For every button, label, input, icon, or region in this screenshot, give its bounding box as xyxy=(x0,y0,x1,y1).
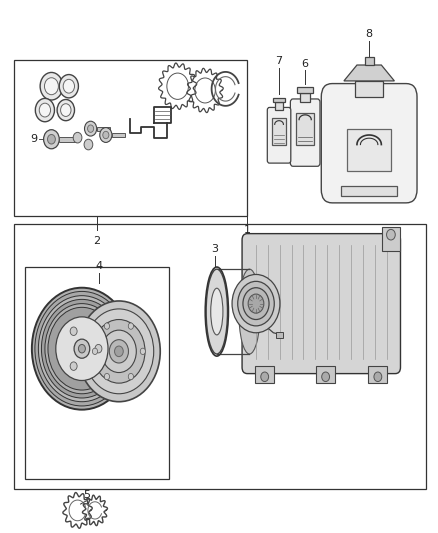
Bar xyxy=(14,60,247,216)
Bar xyxy=(59,136,76,142)
Circle shape xyxy=(110,340,128,363)
Bar xyxy=(14,224,426,489)
Circle shape xyxy=(42,300,122,398)
Text: 2: 2 xyxy=(94,236,101,246)
Bar xyxy=(355,81,383,97)
Circle shape xyxy=(70,362,77,370)
Circle shape xyxy=(93,319,145,383)
Circle shape xyxy=(140,348,145,354)
Text: 6: 6 xyxy=(302,59,309,69)
Bar xyxy=(297,87,313,93)
Bar xyxy=(272,118,286,144)
Text: 4: 4 xyxy=(96,261,103,271)
Circle shape xyxy=(59,75,78,98)
FancyBboxPatch shape xyxy=(290,99,320,166)
Polygon shape xyxy=(344,65,394,81)
Circle shape xyxy=(70,327,77,335)
Bar xyxy=(97,126,110,131)
Text: 5: 5 xyxy=(83,490,90,500)
Circle shape xyxy=(128,374,134,380)
Text: 1: 1 xyxy=(244,225,251,235)
Circle shape xyxy=(102,330,136,373)
Circle shape xyxy=(60,104,71,116)
Bar xyxy=(276,332,283,338)
Circle shape xyxy=(47,134,55,144)
Ellipse shape xyxy=(239,269,260,354)
Circle shape xyxy=(115,346,123,357)
Circle shape xyxy=(44,130,59,149)
Bar xyxy=(273,98,285,102)
Ellipse shape xyxy=(211,288,223,335)
Circle shape xyxy=(92,348,98,354)
Bar xyxy=(300,93,311,102)
Bar xyxy=(25,266,169,479)
Circle shape xyxy=(45,78,58,95)
Circle shape xyxy=(73,132,82,143)
Circle shape xyxy=(374,372,382,382)
Circle shape xyxy=(261,372,268,382)
Circle shape xyxy=(104,374,110,380)
Bar xyxy=(365,57,374,65)
Circle shape xyxy=(232,274,280,333)
Circle shape xyxy=(78,301,160,402)
Circle shape xyxy=(63,79,74,93)
Circle shape xyxy=(95,344,102,353)
Circle shape xyxy=(57,100,74,120)
Circle shape xyxy=(48,308,116,390)
Circle shape xyxy=(39,296,125,402)
Circle shape xyxy=(103,131,109,139)
FancyBboxPatch shape xyxy=(267,108,291,163)
Bar xyxy=(275,102,283,110)
Text: 9: 9 xyxy=(30,134,37,144)
Circle shape xyxy=(74,339,90,358)
FancyBboxPatch shape xyxy=(321,84,417,203)
Circle shape xyxy=(88,125,94,132)
Circle shape xyxy=(248,294,264,313)
Circle shape xyxy=(56,317,108,381)
Bar xyxy=(255,366,274,383)
Circle shape xyxy=(100,127,112,142)
Text: 7: 7 xyxy=(276,56,283,66)
Circle shape xyxy=(40,72,63,100)
FancyBboxPatch shape xyxy=(242,233,400,374)
Circle shape xyxy=(104,323,110,329)
Circle shape xyxy=(35,292,129,406)
Ellipse shape xyxy=(206,269,227,354)
Circle shape xyxy=(78,344,85,353)
Bar xyxy=(297,113,314,144)
Bar xyxy=(382,227,399,251)
Circle shape xyxy=(84,309,154,394)
Text: 8: 8 xyxy=(366,28,373,38)
Circle shape xyxy=(85,121,97,136)
Circle shape xyxy=(128,323,134,329)
Bar xyxy=(112,133,125,137)
Text: 3: 3 xyxy=(211,244,218,254)
Circle shape xyxy=(35,99,54,122)
Bar xyxy=(316,366,335,383)
Bar xyxy=(347,128,391,171)
Circle shape xyxy=(238,281,274,326)
Circle shape xyxy=(387,229,395,240)
Circle shape xyxy=(45,304,119,394)
Circle shape xyxy=(39,103,50,117)
Circle shape xyxy=(32,288,132,410)
Circle shape xyxy=(243,288,269,319)
Bar xyxy=(368,366,388,383)
Bar xyxy=(341,187,397,196)
Circle shape xyxy=(322,372,329,382)
Circle shape xyxy=(84,139,93,150)
